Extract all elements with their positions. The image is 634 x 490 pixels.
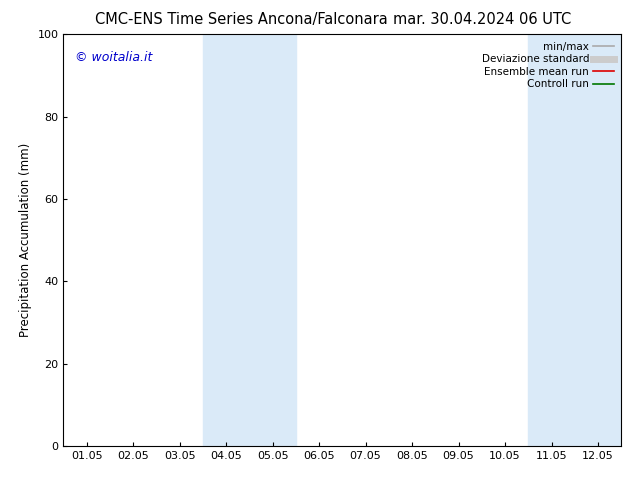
Text: mar. 30.04.2024 06 UTC: mar. 30.04.2024 06 UTC xyxy=(392,12,571,27)
Legend: min/max, Deviazione standard, Ensemble mean run, Controll run: min/max, Deviazione standard, Ensemble m… xyxy=(477,37,618,94)
Bar xyxy=(528,34,634,446)
Text: © woitalia.it: © woitalia.it xyxy=(75,51,152,64)
Bar xyxy=(203,34,296,446)
Y-axis label: Precipitation Accumulation (mm): Precipitation Accumulation (mm) xyxy=(19,143,32,337)
Text: CMC-ENS Time Series Ancona/Falconara: CMC-ENS Time Series Ancona/Falconara xyxy=(94,12,387,27)
